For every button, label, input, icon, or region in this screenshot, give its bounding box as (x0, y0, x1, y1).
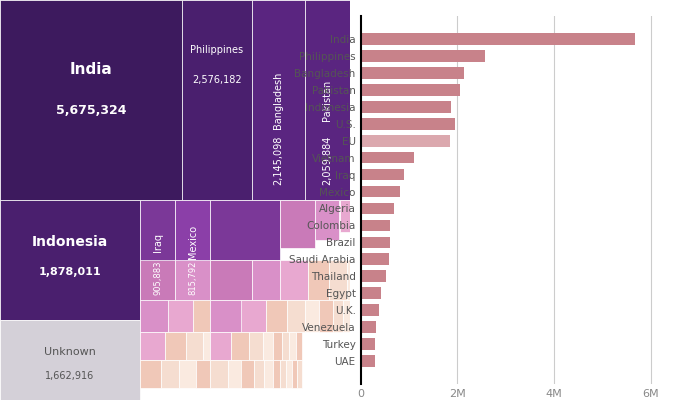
Bar (360, 33, 635, 45)
Bar (346, 260, 360, 300)
Bar (228, 360, 241, 388)
Bar (0, 200, 140, 320)
Bar (304, 300, 318, 332)
Bar (196, 360, 210, 388)
Bar (241, 360, 253, 388)
Bar (360, 254, 389, 265)
Bar (360, 260, 371, 292)
Bar (182, 0, 252, 200)
Bar (265, 360, 273, 388)
Bar (360, 186, 400, 198)
Bar (280, 260, 308, 300)
Bar (360, 355, 374, 367)
Bar (329, 260, 346, 300)
Bar (193, 300, 210, 332)
Bar (273, 360, 280, 388)
Bar (262, 332, 273, 360)
Text: 2,059,884: 2,059,884 (322, 135, 332, 185)
Bar (252, 0, 304, 200)
Text: 905,883: 905,883 (153, 261, 162, 295)
Bar (360, 50, 485, 62)
Text: 5,675,324: 5,675,324 (56, 104, 126, 116)
Bar (280, 200, 315, 248)
Bar (360, 322, 377, 333)
Bar (178, 360, 196, 388)
Bar (340, 200, 357, 232)
Bar (253, 360, 265, 388)
Bar (161, 360, 178, 388)
Bar (360, 84, 460, 96)
Bar (168, 300, 193, 332)
Bar (140, 360, 161, 388)
Bar (203, 332, 210, 360)
Text: 1,878,011: 1,878,011 (38, 267, 102, 277)
Bar (186, 332, 203, 360)
Bar (371, 260, 385, 292)
Bar (360, 152, 414, 164)
Bar (210, 260, 252, 300)
Text: 815,792: 815,792 (188, 261, 197, 295)
Bar (360, 67, 464, 78)
Bar (360, 168, 405, 180)
Bar (248, 332, 262, 360)
Text: Bangladesh: Bangladesh (273, 71, 284, 129)
Bar (266, 300, 287, 332)
Bar (304, 0, 350, 200)
Bar (210, 200, 280, 260)
Bar (287, 300, 304, 332)
Bar (140, 200, 175, 320)
Text: Philippines: Philippines (190, 45, 244, 55)
Bar (360, 270, 386, 282)
Bar (360, 118, 455, 130)
Bar (318, 300, 332, 332)
Bar (360, 338, 375, 350)
Bar (175, 200, 210, 320)
Bar (175, 260, 210, 300)
Bar (140, 260, 175, 300)
Bar (164, 332, 186, 360)
Text: 1,662,916: 1,662,916 (46, 371, 94, 381)
Bar (360, 236, 389, 248)
Bar (360, 135, 450, 146)
Bar (231, 332, 248, 360)
Bar (140, 332, 164, 360)
Bar (308, 260, 329, 300)
Text: Mexico: Mexico (188, 225, 197, 259)
Text: Iraq: Iraq (153, 232, 162, 252)
Bar (210, 360, 228, 388)
Text: 2,576,182: 2,576,182 (193, 75, 242, 85)
Bar (360, 304, 379, 316)
Bar (360, 101, 452, 112)
Bar (241, 300, 266, 332)
Bar (210, 332, 231, 360)
Bar (360, 288, 381, 299)
Text: Indonesia: Indonesia (32, 235, 108, 249)
Text: Pakistan: Pakistan (322, 79, 332, 121)
Bar (295, 332, 302, 360)
Bar (297, 360, 302, 388)
Bar (292, 360, 297, 388)
Bar (343, 300, 354, 332)
Bar (360, 202, 394, 214)
Bar (0, 320, 140, 400)
Bar (280, 360, 286, 388)
Bar (360, 220, 391, 232)
Bar (0, 0, 182, 200)
Bar (286, 360, 292, 388)
Text: India: India (69, 62, 113, 78)
Bar (252, 260, 280, 300)
Text: Unknown: Unknown (44, 347, 96, 357)
Bar (332, 300, 343, 332)
Bar (273, 332, 281, 360)
Bar (315, 200, 340, 240)
Bar (371, 200, 385, 220)
Text: 2,145,098: 2,145,098 (273, 135, 284, 185)
Bar (140, 300, 168, 332)
Bar (210, 300, 242, 332)
Bar (288, 332, 295, 360)
Bar (281, 332, 288, 360)
Bar (357, 200, 371, 224)
